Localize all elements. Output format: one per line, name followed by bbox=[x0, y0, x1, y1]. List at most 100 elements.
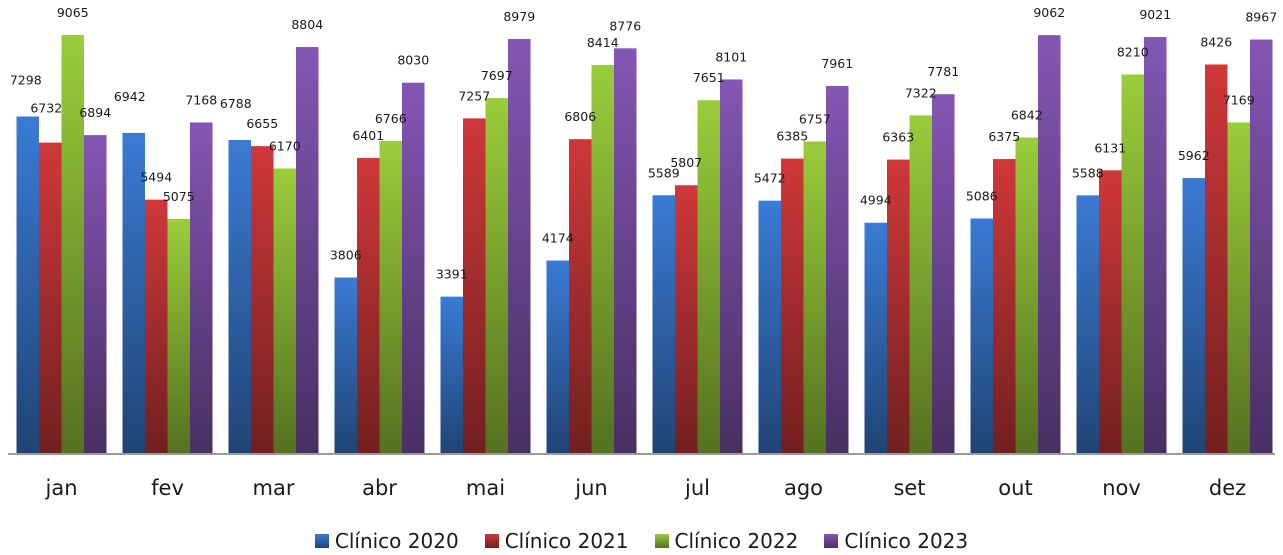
bar-out-series-2 bbox=[993, 159, 1016, 454]
value-label-abr-series-1: 3806 bbox=[330, 248, 362, 263]
bar-mai-series-3 bbox=[485, 98, 508, 453]
bar-abr-series-2 bbox=[357, 157, 380, 453]
value-label-jun-series-1: 4174 bbox=[542, 231, 574, 246]
bar-mar-series-1 bbox=[228, 140, 251, 453]
bar-dez-series-1 bbox=[1182, 178, 1205, 453]
bar-ago-series-2 bbox=[781, 158, 804, 453]
bar-jan-series-3 bbox=[61, 35, 84, 453]
value-label-mai-series-2: 7257 bbox=[458, 88, 490, 103]
value-label-abr-series-3: 6766 bbox=[375, 111, 407, 126]
category-label-dez: dez bbox=[1209, 476, 1246, 500]
legend-label-series-1: Clínico 2020 bbox=[334, 529, 459, 553]
category-label-mai: mai bbox=[466, 476, 505, 500]
bar-mar-series-4 bbox=[296, 47, 319, 453]
category-label-ago: ago bbox=[784, 476, 823, 500]
value-label-dez-series-4: 8967 bbox=[1245, 10, 1277, 25]
bar-nov-series-1 bbox=[1076, 195, 1099, 453]
bar-dez-series-4 bbox=[1250, 39, 1273, 454]
bar-dez-series-3 bbox=[1227, 122, 1250, 454]
category-label-set: set bbox=[893, 476, 925, 500]
value-label-set-series-2: 6363 bbox=[882, 130, 914, 145]
value-label-mai-series-1: 3391 bbox=[436, 267, 468, 282]
value-label-jul-series-2: 5807 bbox=[670, 155, 702, 170]
value-label-jan-series-3: 9065 bbox=[57, 5, 89, 20]
bar-jun-series-4 bbox=[614, 48, 637, 453]
bar-set-series-3 bbox=[909, 115, 932, 454]
bar-fev-series-1 bbox=[122, 132, 145, 453]
bar-set-series-2 bbox=[887, 159, 910, 453]
value-label-fev-series-1: 6942 bbox=[114, 89, 146, 104]
bar-nov-series-2 bbox=[1099, 170, 1122, 454]
bar-out-series-3 bbox=[1015, 137, 1038, 453]
value-label-nov-series-2: 6131 bbox=[1094, 140, 1126, 155]
value-label-set-series-3: 7322 bbox=[905, 85, 937, 100]
value-label-ago-series-3: 6757 bbox=[799, 111, 831, 126]
value-label-ago-series-1: 5472 bbox=[754, 171, 786, 186]
bar-mai-series-1 bbox=[440, 296, 463, 453]
value-label-mar-series-4: 8804 bbox=[291, 17, 323, 32]
bar-abr-series-3 bbox=[379, 141, 402, 453]
legend-label-series-2: Clínico 2021 bbox=[504, 529, 629, 553]
value-label-abr-series-2: 6401 bbox=[352, 128, 384, 143]
value-label-dez-series-1: 5962 bbox=[1178, 148, 1210, 163]
value-label-fev-series-2: 5494 bbox=[140, 170, 172, 185]
value-label-jun-series-4: 8776 bbox=[609, 18, 641, 33]
bar-dez-series-2 bbox=[1205, 64, 1228, 453]
value-label-out-series-1: 5086 bbox=[966, 188, 998, 203]
value-label-out-series-4: 9062 bbox=[1033, 5, 1065, 20]
value-label-mar-series-1: 6788 bbox=[220, 96, 252, 111]
legend-label-series-4: Clínico 2023 bbox=[844, 529, 969, 553]
value-label-dez-series-3: 7169 bbox=[1223, 92, 1255, 107]
bar-jul-series-2 bbox=[675, 185, 698, 454]
category-label-jun: jun bbox=[574, 476, 607, 500]
value-label-ago-series-2: 6385 bbox=[776, 129, 808, 144]
legend-item-series-3: Clínico 2022 bbox=[654, 529, 799, 553]
legend-swatch-series-1 bbox=[314, 534, 329, 548]
value-label-out-series-3: 6842 bbox=[1011, 108, 1043, 123]
bar-jun-series-2 bbox=[569, 139, 592, 454]
bar-nov-series-4 bbox=[1144, 37, 1167, 453]
bar-abr-series-4 bbox=[402, 82, 425, 453]
bar-fev-series-3 bbox=[167, 218, 190, 453]
bar-mai-series-4 bbox=[508, 38, 531, 453]
bar-jul-series-4 bbox=[720, 79, 743, 453]
value-label-jun-series-3: 8414 bbox=[587, 35, 619, 50]
category-label-mar: mar bbox=[253, 476, 295, 500]
value-label-nov-series-1: 5588 bbox=[1072, 165, 1104, 180]
bar-nov-series-3 bbox=[1121, 74, 1144, 454]
bar-ago-series-1 bbox=[758, 200, 781, 453]
value-label-dez-series-2: 8426 bbox=[1200, 34, 1232, 49]
bar-abr-series-1 bbox=[334, 277, 357, 453]
value-label-abr-series-4: 8030 bbox=[397, 53, 429, 68]
bar-jan-series-1 bbox=[16, 116, 39, 453]
value-label-jan-series-2: 6732 bbox=[30, 101, 62, 116]
value-label-mar-series-2: 6655 bbox=[246, 116, 278, 131]
value-label-jul-series-4: 8101 bbox=[715, 49, 747, 64]
category-label-jul: jul bbox=[684, 476, 710, 500]
value-label-jul-series-1: 5589 bbox=[648, 165, 680, 180]
legend-swatch-series-4 bbox=[824, 534, 839, 548]
value-label-ago-series-4: 7961 bbox=[821, 56, 853, 71]
value-label-fev-series-4: 7168 bbox=[185, 92, 217, 107]
bar-jul-series-1 bbox=[652, 195, 675, 453]
value-label-jan-series-4: 6894 bbox=[79, 105, 111, 120]
value-label-jul-series-3: 7651 bbox=[693, 70, 725, 85]
value-label-jan-series-1: 7298 bbox=[10, 72, 42, 87]
value-label-fev-series-3: 5075 bbox=[163, 189, 195, 204]
legend-label-series-3: Clínico 2022 bbox=[674, 529, 799, 553]
bar-mar-series-3 bbox=[273, 168, 296, 454]
category-labels-layer: jan fev mar abr mai jun jul ago set out nov dez bbox=[44, 476, 1246, 500]
value-label-nov-series-3: 8210 bbox=[1117, 44, 1149, 59]
category-label-abr: abr bbox=[362, 476, 397, 500]
value-label-out-series-2: 6375 bbox=[988, 129, 1020, 144]
bar-jan-series-4 bbox=[84, 135, 107, 454]
value-label-mar-series-3: 6170 bbox=[269, 138, 301, 153]
value-label-mai-series-3: 7697 bbox=[481, 68, 513, 83]
bar-mai-series-2 bbox=[463, 118, 486, 454]
bar-jul-series-3 bbox=[697, 100, 720, 453]
bar-mar-series-2 bbox=[251, 146, 274, 453]
legend-item-series-4: Clínico 2023 bbox=[824, 529, 968, 553]
bar-fev-series-4 bbox=[190, 122, 213, 453]
